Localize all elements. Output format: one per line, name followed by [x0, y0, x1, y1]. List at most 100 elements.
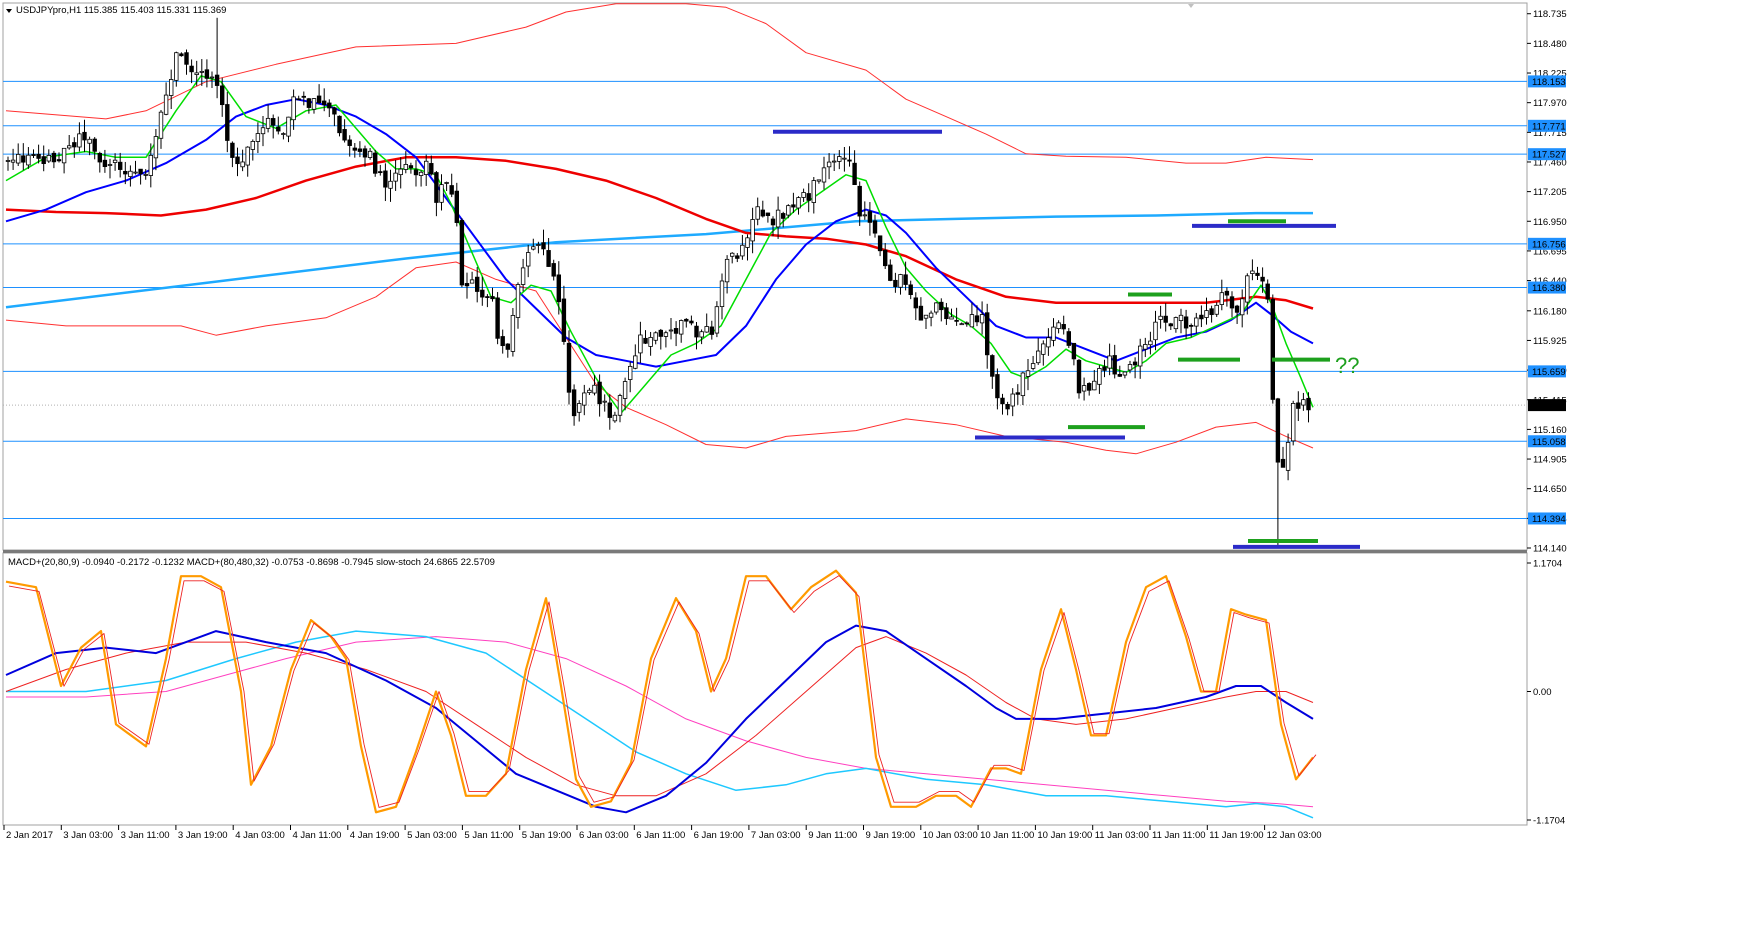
- candle-body[interactable]: [903, 274, 908, 285]
- candle-body[interactable]: [265, 117, 271, 129]
- candle-body[interactable]: [1112, 355, 1117, 375]
- candle-body[interactable]: [1178, 314, 1184, 322]
- candle-body[interactable]: [1046, 337, 1051, 348]
- candle-body[interactable]: [1204, 310, 1209, 318]
- candle-body[interactable]: [219, 85, 225, 106]
- candle-body[interactable]: [403, 164, 408, 170]
- candle-body[interactable]: [204, 69, 210, 79]
- candle-body[interactable]: [67, 145, 72, 149]
- candle-body[interactable]: [82, 131, 87, 141]
- candle-body[interactable]: [791, 204, 796, 208]
- candle-body[interactable]: [1260, 276, 1265, 282]
- candle-body[interactable]: [77, 133, 82, 148]
- candle-body[interactable]: [908, 284, 913, 296]
- candle-body[interactable]: [1030, 363, 1036, 369]
- main-panel[interactable]: [2, 2, 1528, 551]
- candle-body[interactable]: [1199, 314, 1204, 320]
- candle-body[interactable]: [954, 319, 959, 322]
- candle-body[interactable]: [597, 381, 602, 405]
- candle-body[interactable]: [1265, 283, 1270, 300]
- candle-body[interactable]: [1020, 372, 1026, 397]
- candle-body[interactable]: [515, 284, 521, 318]
- candle-body[interactable]: [770, 218, 776, 226]
- candle-body[interactable]: [760, 209, 765, 217]
- candle-body[interactable]: [1219, 292, 1224, 305]
- candle-body[interactable]: [1041, 343, 1046, 355]
- candle-body[interactable]: [36, 153, 41, 159]
- candle-body[interactable]: [158, 111, 164, 139]
- candle-body[interactable]: [566, 342, 572, 393]
- candle-body[interactable]: [1291, 402, 1296, 442]
- candle-body[interactable]: [5, 160, 11, 162]
- candle-body[interactable]: [143, 174, 148, 176]
- candle-body[interactable]: [1209, 308, 1214, 316]
- candle-body[interactable]: [250, 141, 255, 150]
- candle-body[interactable]: [327, 102, 332, 109]
- candle-body[interactable]: [928, 312, 934, 318]
- candle-body[interactable]: [714, 306, 720, 334]
- candle-body[interactable]: [1301, 399, 1306, 406]
- macd1-line[interactable]: [5, 624, 1314, 814]
- candle-body[interactable]: [689, 320, 694, 324]
- candle-body[interactable]: [281, 133, 286, 135]
- candle-body[interactable]: [541, 242, 546, 250]
- candle-body[interactable]: [587, 389, 592, 394]
- candle-body[interactable]: [709, 326, 714, 335]
- candle-body[interactable]: [913, 297, 918, 309]
- candle-body[interactable]: [240, 161, 245, 168]
- candle-body[interactable]: [755, 206, 760, 220]
- candle-body[interactable]: [806, 193, 811, 201]
- candle-body[interactable]: [1036, 350, 1041, 364]
- panel-separator[interactable]: [3, 550, 1527, 553]
- candle-body[interactable]: [816, 179, 822, 182]
- candle-body[interactable]: [653, 332, 658, 341]
- candle-body[interactable]: [842, 157, 847, 160]
- level-price-tag[interactable]: [1528, 237, 1566, 250]
- candle-body[interactable]: [1076, 359, 1082, 394]
- candle-body[interactable]: [1132, 361, 1138, 366]
- candle-body[interactable]: [1270, 298, 1275, 400]
- candle-body[interactable]: [679, 320, 684, 335]
- candle-body[interactable]: [735, 255, 740, 259]
- candle-body[interactable]: [867, 211, 873, 223]
- candle-body[interactable]: [61, 147, 67, 164]
- candle-body[interactable]: [1163, 315, 1168, 323]
- envelope-lower-line[interactable]: [5, 261, 1314, 455]
- candle-body[interactable]: [347, 139, 352, 146]
- candle-body[interactable]: [821, 167, 827, 183]
- candle-body[interactable]: [964, 322, 969, 325]
- candle-body[interactable]: [1148, 340, 1153, 346]
- candle-body[interactable]: [163, 94, 169, 115]
- candle-body[interactable]: [1127, 364, 1133, 371]
- candle-body[interactable]: [41, 156, 46, 165]
- long-ma-line[interactable]: [5, 211, 1313, 309]
- candle-body[interactable]: [1010, 393, 1015, 407]
- candle-body[interactable]: [102, 159, 108, 168]
- indicator-panel[interactable]: [2, 552, 1528, 826]
- candle-body[interactable]: [490, 296, 495, 300]
- candle-body[interactable]: [796, 197, 801, 209]
- candle-body[interactable]: [276, 126, 281, 132]
- candle-body[interactable]: [622, 381, 628, 399]
- candle-body[interactable]: [107, 164, 113, 166]
- candle-body[interactable]: [423, 160, 429, 175]
- candle-body[interactable]: [15, 153, 21, 164]
- macd2-line[interactable]: [6, 630, 1314, 819]
- candle-body[interactable]: [194, 72, 199, 75]
- candle-body[interactable]: [1250, 270, 1255, 274]
- candle-body[interactable]: [546, 250, 551, 267]
- candle-body[interactable]: [10, 159, 16, 163]
- candle-body[interactable]: [352, 147, 357, 151]
- candle-body[interactable]: [990, 355, 995, 377]
- candle-body[interactable]: [898, 274, 903, 288]
- candle-body[interactable]: [112, 159, 118, 163]
- candle-body[interactable]: [260, 127, 266, 135]
- candle-body[interactable]: [56, 159, 62, 162]
- candle-body[interactable]: [832, 160, 837, 163]
- candle-body[interactable]: [398, 168, 403, 176]
- candle-body[interactable]: [801, 192, 806, 198]
- candle-body[interactable]: [704, 326, 709, 333]
- candle-body[interactable]: [393, 172, 398, 182]
- candle-body[interactable]: [449, 185, 454, 195]
